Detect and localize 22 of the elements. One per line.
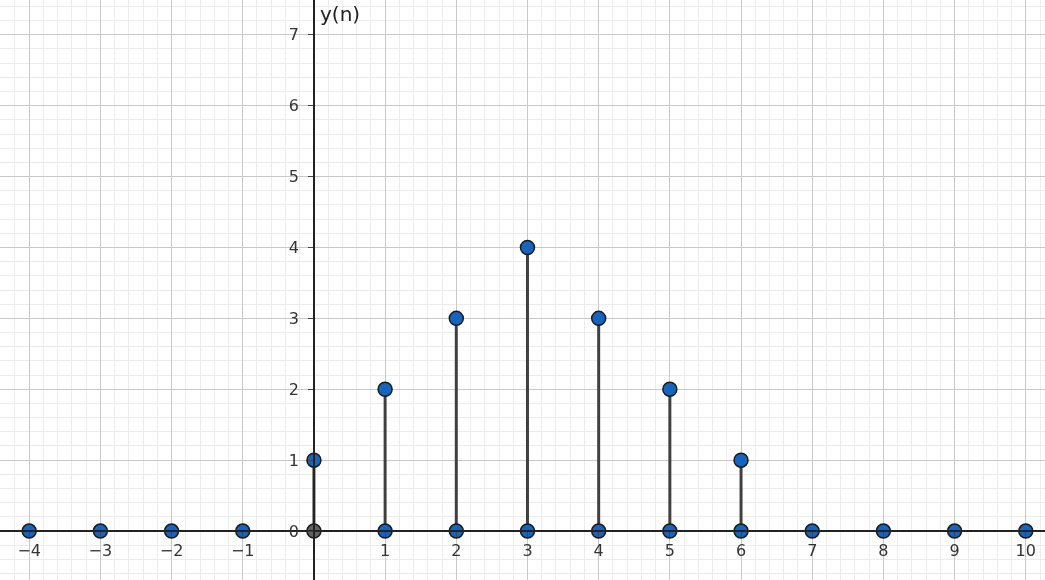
x-tick-label: 4 <box>593 541 604 561</box>
x-tick-label: −2 <box>159 541 184 561</box>
y-axis-title: y(n) <box>320 2 361 26</box>
y-tick-label: 5 <box>288 167 299 187</box>
x-tick-label: 9 <box>949 541 960 561</box>
x-tick-label: 10 <box>1015 541 1036 561</box>
x-tick-label: 7 <box>807 541 818 561</box>
x-tick-label: 8 <box>878 541 889 561</box>
x-tick-label: 6 <box>735 541 747 561</box>
y-tick-label: 3 <box>288 308 299 328</box>
x-tick-label: 3 <box>522 541 533 561</box>
x-tick-label: 5 <box>664 541 675 561</box>
y-tick-label: 1 <box>288 450 299 470</box>
x-tick-label: −3 <box>88 541 113 561</box>
y-tick-label: 7 <box>288 25 299 45</box>
y-tick-label: 2 <box>288 379 299 399</box>
y-tick-label: 6 <box>288 96 299 116</box>
x-tick-label: −4 <box>17 541 41 561</box>
y-tick-label: 4 <box>288 238 299 258</box>
x-tick-label: 2 <box>451 541 462 561</box>
x-tick-label: −1 <box>230 541 255 561</box>
x-tick-label: 1 <box>380 541 391 561</box>
